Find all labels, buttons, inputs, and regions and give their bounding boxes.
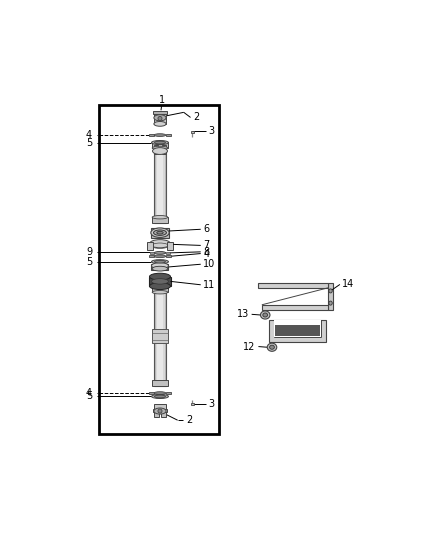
- Bar: [152, 111, 167, 114]
- Ellipse shape: [155, 260, 166, 263]
- Bar: [166, 134, 170, 136]
- Ellipse shape: [154, 392, 166, 394]
- Bar: [152, 217, 168, 223]
- Text: 11: 11: [203, 280, 215, 290]
- Bar: [162, 146, 166, 154]
- Bar: [149, 134, 154, 136]
- Bar: [152, 264, 169, 270]
- Text: 2: 2: [193, 112, 199, 123]
- Text: 3: 3: [208, 399, 215, 409]
- Bar: [99, 105, 219, 434]
- Text: 14: 14: [342, 279, 354, 289]
- Bar: [191, 131, 194, 133]
- Text: 4: 4: [86, 388, 92, 398]
- Ellipse shape: [154, 122, 166, 126]
- Bar: [152, 329, 168, 343]
- Ellipse shape: [152, 215, 168, 219]
- Ellipse shape: [149, 240, 170, 248]
- Ellipse shape: [263, 313, 268, 317]
- Ellipse shape: [155, 141, 166, 144]
- Text: 9: 9: [86, 247, 92, 256]
- Bar: [154, 286, 166, 386]
- Bar: [154, 409, 159, 417]
- Bar: [149, 277, 170, 286]
- Ellipse shape: [155, 395, 166, 398]
- Bar: [154, 142, 166, 223]
- Ellipse shape: [152, 148, 167, 155]
- Bar: [157, 143, 162, 222]
- Ellipse shape: [154, 134, 166, 136]
- Bar: [157, 288, 162, 385]
- Text: 4: 4: [86, 130, 92, 140]
- Ellipse shape: [154, 255, 166, 257]
- Bar: [276, 325, 320, 336]
- Ellipse shape: [157, 231, 163, 234]
- Bar: [154, 112, 159, 120]
- Bar: [154, 404, 166, 409]
- Ellipse shape: [270, 345, 274, 349]
- Ellipse shape: [152, 260, 169, 264]
- Bar: [167, 243, 173, 250]
- Bar: [154, 118, 166, 124]
- Bar: [166, 392, 170, 394]
- Text: 10: 10: [203, 259, 215, 269]
- Ellipse shape: [152, 141, 169, 144]
- Bar: [149, 255, 154, 257]
- Bar: [150, 252, 154, 254]
- Ellipse shape: [152, 394, 169, 399]
- Text: 7: 7: [203, 240, 210, 251]
- Ellipse shape: [154, 408, 166, 414]
- Bar: [166, 255, 170, 257]
- Bar: [161, 409, 166, 417]
- Ellipse shape: [152, 290, 168, 294]
- Bar: [262, 305, 328, 310]
- Bar: [152, 380, 168, 386]
- Bar: [268, 320, 326, 342]
- Text: 2: 2: [186, 415, 192, 425]
- Ellipse shape: [267, 343, 277, 351]
- Text: 8: 8: [203, 247, 209, 257]
- Bar: [258, 282, 328, 288]
- Ellipse shape: [151, 228, 169, 237]
- Text: 13: 13: [237, 309, 249, 319]
- Ellipse shape: [152, 263, 169, 269]
- Ellipse shape: [158, 116, 162, 120]
- Text: 12: 12: [244, 342, 256, 352]
- Ellipse shape: [152, 146, 168, 150]
- Text: 3: 3: [208, 126, 215, 136]
- Bar: [151, 228, 169, 238]
- Bar: [191, 403, 194, 405]
- Bar: [152, 286, 168, 292]
- Bar: [274, 320, 321, 337]
- Text: 1: 1: [159, 94, 165, 104]
- Text: 5: 5: [86, 138, 92, 148]
- Text: 5: 5: [86, 391, 92, 401]
- Ellipse shape: [152, 279, 169, 284]
- Bar: [149, 392, 154, 394]
- Ellipse shape: [154, 252, 166, 254]
- Ellipse shape: [154, 230, 166, 236]
- Ellipse shape: [154, 115, 166, 121]
- Ellipse shape: [149, 273, 170, 280]
- Text: 4: 4: [203, 248, 209, 259]
- Ellipse shape: [329, 289, 332, 293]
- Bar: [147, 243, 153, 250]
- Ellipse shape: [329, 301, 332, 305]
- Text: 5: 5: [86, 257, 92, 266]
- Ellipse shape: [149, 282, 170, 289]
- Text: 6: 6: [203, 224, 209, 235]
- Ellipse shape: [261, 311, 270, 319]
- Bar: [154, 146, 158, 154]
- Bar: [166, 252, 170, 254]
- Bar: [152, 142, 168, 148]
- Ellipse shape: [152, 266, 168, 271]
- Bar: [328, 282, 333, 310]
- Ellipse shape: [158, 409, 162, 413]
- Bar: [152, 409, 167, 412]
- Bar: [161, 112, 166, 120]
